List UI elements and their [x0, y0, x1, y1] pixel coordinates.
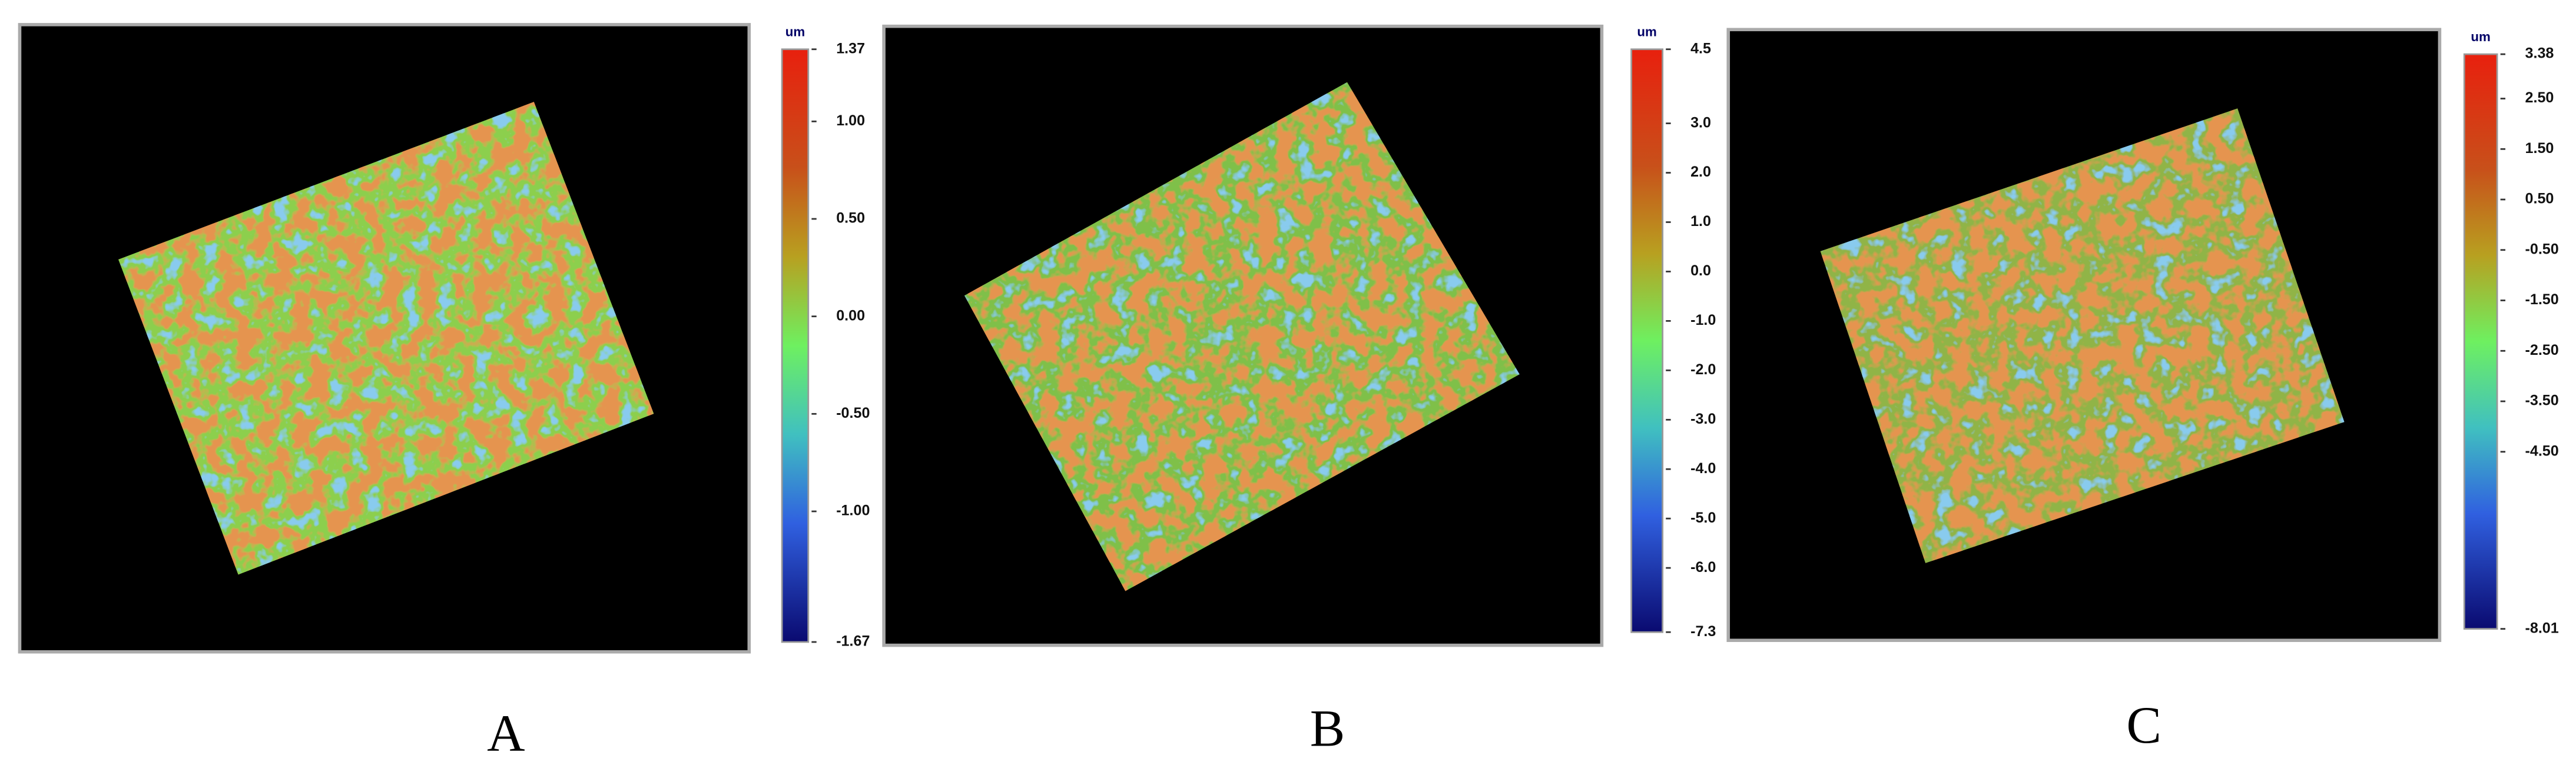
tick-label: 1.0 [1690, 213, 1711, 229]
tick-label: -1.67 [836, 633, 870, 650]
tick-label: 1.37 [836, 40, 865, 56]
tick-label: -6.0 [1690, 559, 1716, 576]
unit-label: um [785, 24, 805, 39]
tick-label: -4.50 [2525, 443, 2559, 459]
tick-label: -7.3 [1690, 623, 1716, 640]
tick-label: -3.0 [1690, 411, 1716, 427]
tick-label: 2.0 [1690, 164, 1711, 180]
tick-label: -1.00 [836, 503, 870, 519]
tick-label: -0.50 [2525, 241, 2559, 257]
tick-label: 0.0 [1690, 262, 1711, 279]
panel-label: A [487, 704, 525, 763]
surface-map [964, 82, 1520, 591]
tick-label: 1.00 [836, 112, 865, 129]
tick-label: -2.0 [1690, 361, 1716, 378]
panel-label: C [2126, 696, 2161, 754]
surface-map [118, 102, 654, 575]
surface-map [1820, 108, 2345, 564]
tick-label: 0.50 [2525, 191, 2554, 207]
color-bar [2463, 53, 2498, 630]
color-bar [1630, 48, 1664, 633]
tick-label: 0.50 [836, 210, 865, 227]
tick-label: -1.50 [2525, 291, 2559, 308]
tick-label: 2.50 [2525, 89, 2554, 106]
tick-label: -4.0 [1690, 460, 1716, 477]
tick-label: 4.5 [1690, 40, 1711, 56]
tick-label: 3.38 [2525, 45, 2554, 62]
tick-label: -8.01 [2525, 620, 2559, 636]
unit-label: um [2471, 29, 2490, 44]
tick-label: -0.50 [836, 405, 870, 421]
unit-label: um [1637, 24, 1656, 39]
tick-label: 1.50 [2525, 140, 2554, 157]
tick-label: -3.50 [2525, 393, 2559, 409]
tick-label: -1.0 [1690, 312, 1716, 328]
panel-label: B [1310, 700, 1345, 758]
tick-label: 0.00 [836, 307, 865, 324]
color-bar [781, 48, 810, 643]
tick-label: -5.0 [1690, 510, 1716, 526]
tick-label: 3.0 [1690, 114, 1711, 131]
tick-label: -2.50 [2525, 342, 2559, 358]
